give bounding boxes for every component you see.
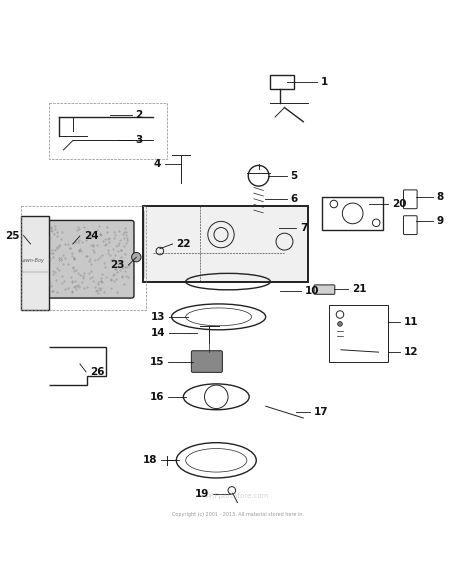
Text: 1: 1	[321, 77, 328, 87]
Text: 15: 15	[150, 357, 164, 367]
Circle shape	[132, 253, 141, 262]
FancyBboxPatch shape	[191, 351, 222, 372]
Text: 22: 22	[176, 239, 191, 249]
Text: 5: 5	[291, 171, 298, 181]
Text: 12: 12	[403, 347, 418, 357]
Text: 10: 10	[305, 286, 319, 296]
Text: 23: 23	[110, 260, 125, 270]
Polygon shape	[21, 216, 49, 310]
Text: 18: 18	[143, 455, 157, 466]
Text: ARPpartStore.com: ARPpartStore.com	[206, 492, 269, 499]
Text: 21: 21	[352, 283, 366, 294]
Text: 11: 11	[403, 317, 418, 327]
Text: 2: 2	[136, 109, 143, 120]
Text: 14: 14	[151, 328, 165, 338]
Circle shape	[337, 322, 342, 327]
Text: 6: 6	[291, 194, 298, 204]
Text: 8: 8	[437, 192, 444, 202]
Text: 25: 25	[5, 230, 20, 240]
FancyBboxPatch shape	[45, 221, 134, 298]
Text: 19: 19	[195, 489, 209, 499]
Text: 26: 26	[90, 367, 104, 377]
Text: Copyright (c) 2001 - 2013. All material stored here in.: Copyright (c) 2001 - 2013. All material …	[172, 512, 303, 517]
Text: 7: 7	[300, 222, 307, 232]
Text: 3: 3	[136, 136, 143, 146]
Text: 13: 13	[151, 312, 165, 322]
Text: 17: 17	[314, 407, 329, 417]
Text: 16: 16	[150, 392, 164, 402]
Text: 9: 9	[437, 217, 444, 226]
FancyBboxPatch shape	[314, 285, 335, 294]
Text: 24: 24	[84, 231, 98, 241]
Text: 4: 4	[154, 159, 161, 169]
Text: 20: 20	[392, 199, 406, 209]
Text: Lawn-Boy: Lawn-Boy	[21, 258, 45, 263]
Polygon shape	[144, 207, 308, 282]
